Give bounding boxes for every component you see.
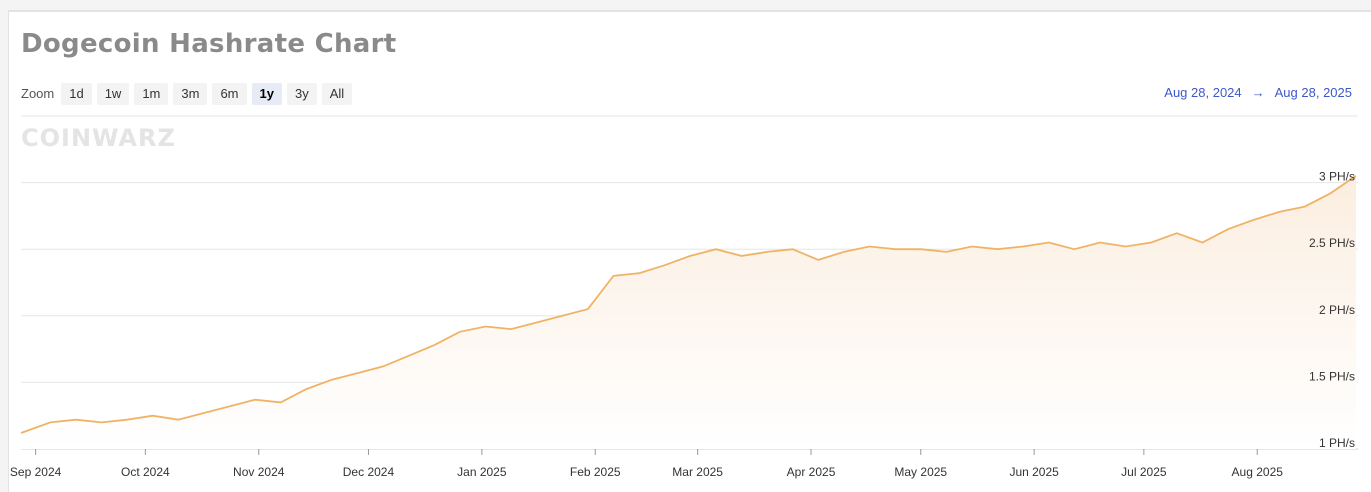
data-point[interactable] [970,245,974,249]
data-point[interactable] [765,250,769,254]
zoom-1d-button[interactable]: 1d [61,82,92,105]
data-point[interactable] [586,307,590,311]
y-tick-label: 2 PH/s [1319,303,1355,317]
data-point[interactable] [1277,210,1281,214]
data-point[interactable] [842,250,846,254]
data-point[interactable] [996,247,1000,251]
zoom-1m-button[interactable]: 1m [134,82,169,105]
x-tick-label: Apr 2025 [787,465,836,479]
data-point[interactable] [1226,227,1230,231]
zoom-1y-button[interactable]: 1y [251,82,282,105]
data-point[interactable] [612,274,616,278]
y-tick-label: 2.5 PH/s [1309,236,1355,250]
y-tick-label: 3 PH/s [1319,170,1355,184]
x-tick-label: Jul 2025 [1121,465,1167,479]
zoom-6m-button[interactable]: 6m [212,82,247,105]
data-point[interactable] [74,418,78,422]
x-tick-label: Oct 2024 [121,465,170,479]
zoom-3m-button[interactable]: 3m [173,82,208,105]
x-tick-label: Nov 2024 [233,465,285,479]
x-tick-label: Mar 2025 [672,465,723,479]
y-tick-label: 1 PH/s [1319,436,1355,450]
date-range: Aug 28, 2024 → Aug 28, 2025 [1164,85,1352,100]
data-point[interactable] [893,247,897,251]
data-point[interactable] [740,254,744,258]
range-arrow: → [1251,85,1265,100]
x-tick-label: May 2025 [894,465,947,479]
range-to[interactable]: Aug 28, 2025 [1274,85,1352,100]
data-point[interactable] [125,418,129,422]
data-point[interactable] [381,364,385,368]
data-point[interactable] [176,418,180,422]
zoom-1w-button[interactable]: 1w [96,82,130,105]
data-point[interactable] [1047,241,1051,245]
page-title: Dogecoin Hashrate Chart [21,29,397,59]
data-point[interactable] [19,431,23,435]
data-point[interactable] [868,245,872,249]
x-tick-label: Sep 2024 [10,465,62,479]
data-point[interactable] [1098,241,1102,245]
data-point[interactable] [1149,241,1153,245]
zoom-label: Zoom [21,86,55,101]
data-point[interactable] [1252,218,1256,222]
data-point[interactable] [791,247,795,251]
x-tick-label: Aug 2025 [1232,465,1284,479]
data-point[interactable] [560,314,564,318]
data-point[interactable] [1303,205,1307,209]
data-point[interactable] [1328,191,1332,195]
data-point[interactable] [688,254,692,258]
data-point[interactable] [816,258,820,262]
data-point[interactable] [637,271,641,275]
x-tick-label: Jan 2025 [457,465,507,479]
data-point[interactable] [432,343,436,347]
data-point[interactable] [535,320,539,324]
data-point[interactable] [355,371,359,375]
data-point[interactable] [227,404,231,408]
data-point[interactable] [253,398,257,402]
hashrate-line [20,175,1357,434]
data-point[interactable] [944,250,948,254]
data-point[interactable] [1200,241,1204,245]
data-point[interactable] [407,354,411,358]
data-point[interactable] [304,387,308,391]
x-tick-label: Jun 2025 [1009,465,1059,479]
data-point[interactable] [1021,245,1025,249]
zoom-all-button[interactable]: All [321,82,353,105]
data-point[interactable] [279,400,283,404]
data-point[interactable] [509,327,513,331]
zoom-controls: Zoom 1d 1w 1m 3m 6m 1y 3y All [21,82,357,105]
data-point[interactable] [99,420,103,424]
data-point[interactable] [151,414,155,418]
data-point[interactable] [202,411,206,415]
hashrate-area [21,175,1356,449]
x-tick-label: Dec 2024 [343,465,395,479]
data-point[interactable] [458,330,462,334]
data-point[interactable] [714,247,718,251]
range-from[interactable]: Aug 28, 2024 [1164,85,1242,100]
data-point[interactable] [48,420,52,424]
data-point[interactable] [1175,231,1179,235]
data-point[interactable] [919,247,923,251]
y-tick-label: 1.5 PH/s [1309,369,1355,383]
data-point[interactable] [484,324,488,328]
zoom-3y-button[interactable]: 3y [286,82,317,105]
coinwarz-watermark: COINWARZ [21,124,176,152]
data-point[interactable] [330,378,334,382]
data-point[interactable] [663,263,667,267]
data-point[interactable] [1124,245,1128,249]
x-tick-label: Feb 2025 [570,465,621,479]
data-point[interactable] [1072,247,1076,251]
